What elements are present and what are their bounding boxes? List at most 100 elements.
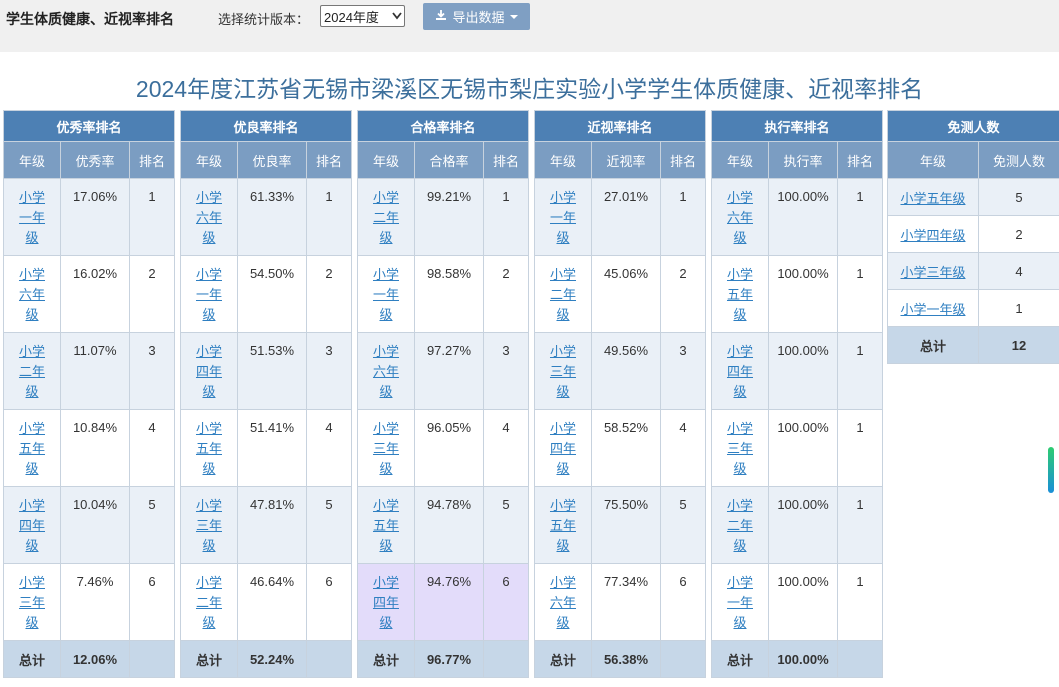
column-header: 优良率 (237, 141, 307, 179)
value-cell: 97.27% (414, 332, 484, 410)
rank-cell: 1 (836, 332, 884, 410)
grade-link[interactable]: 小学五年级 (726, 267, 753, 322)
rank-cell: 1 (128, 178, 176, 256)
total-rank-empty (659, 640, 707, 678)
total-rank-empty (128, 640, 176, 678)
rank-cell: 1 (836, 255, 884, 333)
value-cell: 7.46% (60, 563, 130, 641)
rank-cell: 6 (482, 563, 530, 641)
rank-cell: 1 (659, 178, 707, 256)
grade-link[interactable]: 小学三年级 (726, 421, 753, 476)
grade-cell: 小学三年级 (711, 409, 769, 487)
column-header: 年级 (711, 141, 769, 179)
grade-link[interactable]: 小学三年级 (195, 498, 222, 553)
grade-link[interactable]: 小学四年级 (726, 344, 753, 399)
grade-link[interactable]: 小学六年级 (372, 344, 399, 399)
exempt-grade-link[interactable]: 小学五年级 (900, 190, 966, 206)
exempt-grade-cell: 小学三年级 (887, 252, 979, 290)
grade-link[interactable]: 小学二年级 (726, 498, 753, 553)
grade-link[interactable]: 小学四年级 (18, 498, 45, 553)
table-row: 小学五年级 75.50% 5 (534, 486, 707, 564)
exempt-grade-link[interactable]: 小学一年级 (900, 301, 966, 317)
exempt-count-cell: 1 (977, 289, 1059, 327)
grade-link[interactable]: 小学二年级 (18, 344, 45, 399)
value-cell: 49.56% (591, 332, 661, 410)
grade-cell: 小学三年级 (534, 332, 592, 410)
grade-cell: 小学五年级 (180, 409, 238, 487)
value-cell: 96.05% (414, 409, 484, 487)
total-label: 总计 (711, 640, 769, 678)
grade-link[interactable]: 小学三年级 (549, 344, 576, 399)
exempt-grade-link[interactable]: 小学四年级 (900, 227, 966, 243)
table-row: 小学六年级 97.27% 3 (357, 332, 530, 410)
rank-cell: 4 (482, 409, 530, 487)
column-header: 排名 (836, 141, 884, 179)
grade-cell: 小学三年级 (357, 409, 415, 487)
version-select[interactable]: 2024年度 (320, 5, 405, 27)
grade-link[interactable]: 小学六年级 (195, 190, 222, 245)
grade-link[interactable]: 小学五年级 (549, 498, 576, 553)
table-row: 小学四年级 51.53% 3 (180, 332, 353, 410)
grade-link[interactable]: 小学三年级 (18, 575, 45, 630)
grade-link[interactable]: 小学一年级 (18, 190, 45, 245)
column-header: 近视率 (591, 141, 661, 179)
total-value: 96.77% (414, 640, 484, 678)
grade-link[interactable]: 小学六年级 (726, 190, 753, 245)
page-heading: 学生体质健康、近视率排名 (6, 11, 174, 27)
exempt-grade-cell: 小学四年级 (887, 215, 979, 253)
total-row: 总计 96.77% (357, 640, 530, 678)
export-data-button[interactable]: 导出数据 (423, 3, 530, 30)
exempt-total-row: 总计 12 (887, 326, 1059, 364)
grade-link[interactable]: 小学五年级 (372, 498, 399, 553)
rank-cell: 5 (659, 486, 707, 564)
grade-cell: 小学一年级 (3, 178, 61, 256)
grade-link[interactable]: 小学五年级 (18, 421, 45, 476)
grade-link[interactable]: 小学一年级 (549, 190, 576, 245)
rank-cell: 4 (305, 409, 353, 487)
grade-link[interactable]: 小学六年级 (549, 575, 576, 630)
grade-link[interactable]: 小学四年级 (372, 575, 399, 630)
exempt-grade-link[interactable]: 小学三年级 (900, 264, 966, 280)
grade-cell: 小学一年级 (180, 255, 238, 333)
grade-cell: 小学二年级 (357, 178, 415, 256)
exempt-grade-cell: 小学一年级 (887, 289, 979, 327)
table-row: 小学六年级 77.34% 6 (534, 563, 707, 641)
rank-cell: 4 (128, 409, 176, 487)
total-label: 总计 (180, 640, 238, 678)
grade-cell: 小学六年级 (180, 178, 238, 256)
rank-cell: 1 (836, 486, 884, 564)
table-row: 小学五年级 94.78% 5 (357, 486, 530, 564)
table-row: 小学六年级 100.00% 1 (711, 178, 884, 256)
value-cell: 10.04% (60, 486, 130, 564)
table-row: 小学二年级 11.07% 3 (3, 332, 176, 410)
grade-cell: 小学六年级 (357, 332, 415, 410)
ranking-table: 近视率排名 年级 近视率 排名 小学一年级 27.01% 1 小学二年级 45.06% 2 小学三年… (533, 110, 707, 678)
value-cell: 99.21% (414, 178, 484, 256)
total-rank-empty (482, 640, 530, 678)
ranking-table: 优秀率排名 年级 优秀率 排名 小学一年级 17.06% 1 小学六年级 16.02% 2 小学二年… (2, 110, 176, 678)
grade-link[interactable]: 小学一年级 (372, 267, 399, 322)
grade-link[interactable]: 小学四年级 (549, 421, 576, 476)
exempt-total-label: 总计 (887, 326, 979, 364)
value-cell: 98.58% (414, 255, 484, 333)
value-cell: 58.52% (591, 409, 661, 487)
grade-link[interactable]: 小学六年级 (18, 267, 45, 322)
ranking-table: 优良率排名 年级 优良率 排名 小学六年级 61.33% 1 小学一年级 54.50% 2 小学四年… (179, 110, 353, 678)
grade-link[interactable]: 小学四年级 (195, 344, 222, 399)
scroll-indicator[interactable] (1048, 447, 1054, 493)
table-title: 近视率排名 (533, 110, 707, 142)
grade-link[interactable]: 小学二年级 (549, 267, 576, 322)
column-header: 排名 (305, 141, 353, 179)
grade-link[interactable]: 小学二年级 (195, 575, 222, 630)
value-cell: 47.81% (237, 486, 307, 564)
grade-link[interactable]: 小学二年级 (372, 190, 399, 245)
exempt-table-title: 免测人数 (886, 110, 1059, 142)
grade-cell: 小学二年级 (534, 255, 592, 333)
exempt-count-cell: 4 (977, 252, 1059, 290)
grade-link[interactable]: 小学五年级 (195, 421, 222, 476)
grade-link[interactable]: 小学一年级 (195, 267, 222, 322)
value-cell: 46.64% (237, 563, 307, 641)
grade-link[interactable]: 小学三年级 (372, 421, 399, 476)
grade-link[interactable]: 小学一年级 (726, 575, 753, 630)
value-cell: 51.53% (237, 332, 307, 410)
